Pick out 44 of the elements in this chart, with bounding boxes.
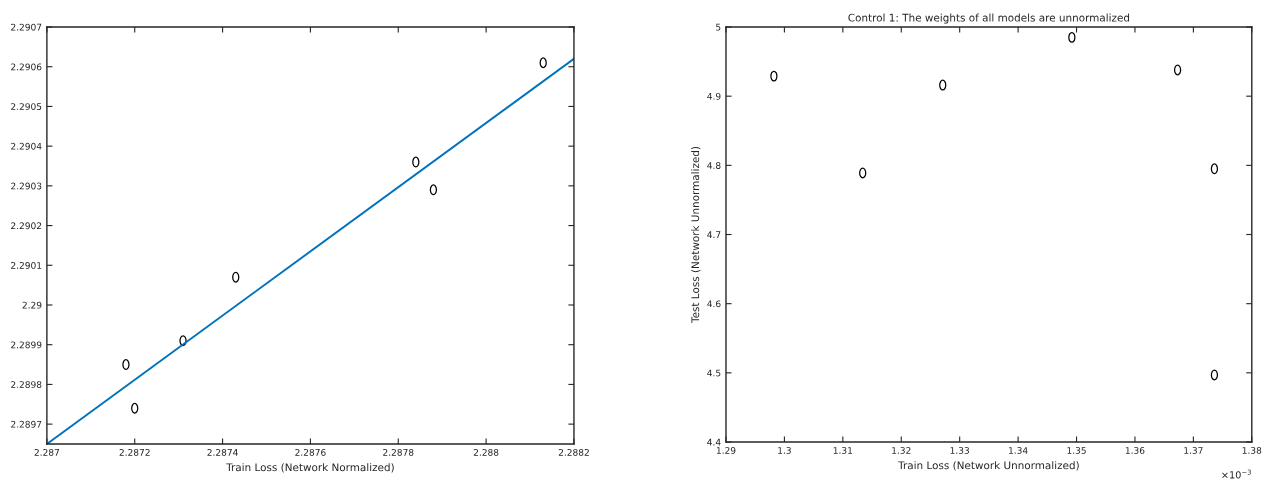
y-tick-label: 2.2899 (11, 341, 42, 349)
x-tick-label: 1.38 (1242, 447, 1262, 454)
x-tick-label: 2.2882 (558, 449, 589, 456)
y-axis-title: Test Loss (Network Unnormalized) (691, 146, 701, 324)
x-tick-label: 2.288 (473, 449, 499, 456)
x-tick-label: 1.29 (716, 447, 736, 454)
x-tick-label: 2.2876 (295, 449, 326, 456)
x-tick-label: 1.35 (1067, 447, 1086, 454)
point (1210, 369, 1219, 381)
y-tick-label: 4.6 (707, 300, 721, 308)
x-tick-label: 1.31 (833, 447, 853, 454)
x-tick-label: 2.2878 (383, 449, 414, 456)
x-tick-label: 1.32 (892, 447, 911, 454)
chart-title: Control 1: The weights of all models are unnormalized (848, 13, 1130, 24)
y-tick-label: 4.7 (707, 231, 721, 238)
y-tick-label: 2.2898 (11, 381, 42, 388)
y-tick-label: 2.2905 (11, 103, 42, 110)
point (1210, 163, 1219, 175)
x-tick-label: 1.36 (1125, 447, 1145, 454)
x-tick-label: 2.2874 (207, 449, 238, 456)
y-tick-label: 5 (716, 23, 721, 31)
text: ×10$^{−3}$ (1222, 469, 1251, 479)
y-tick-label: 2.2897 (11, 420, 42, 428)
y-tick-label: 4.4 (707, 438, 721, 446)
y-tick-label: 4.9 (707, 92, 721, 100)
x-axis-title: Train Loss (Network Unnormalized) (898, 461, 1079, 471)
y-tick-label: 2.29 (22, 301, 42, 309)
x-tick-label: 1.33 (950, 447, 970, 454)
y-tick-label: 2.2901 (11, 262, 42, 269)
y-tick-label: 2.2902 (11, 222, 42, 230)
point (429, 184, 438, 196)
x-axis-title: Train Loss (Network Normalized) (226, 463, 394, 473)
x-tick-label: 1.37 (1184, 447, 1203, 454)
y-tick-label: 2.2904 (11, 142, 42, 150)
y-tick-label: 2.2906 (11, 63, 42, 71)
x-tick-label: 2.287 (34, 449, 60, 456)
x-tick-label: 1.3 (778, 447, 791, 454)
y-tick-label: 4.8 (707, 162, 721, 169)
y-tick-label: 2.2903 (11, 182, 42, 190)
x-tick-label: 2.2872 (119, 449, 150, 456)
y-tick-label: 2.2907 (11, 23, 42, 31)
point (1173, 64, 1182, 76)
x-tick-label: 1.34 (1009, 447, 1028, 454)
y-tick-label: 4.5 (707, 369, 721, 377)
